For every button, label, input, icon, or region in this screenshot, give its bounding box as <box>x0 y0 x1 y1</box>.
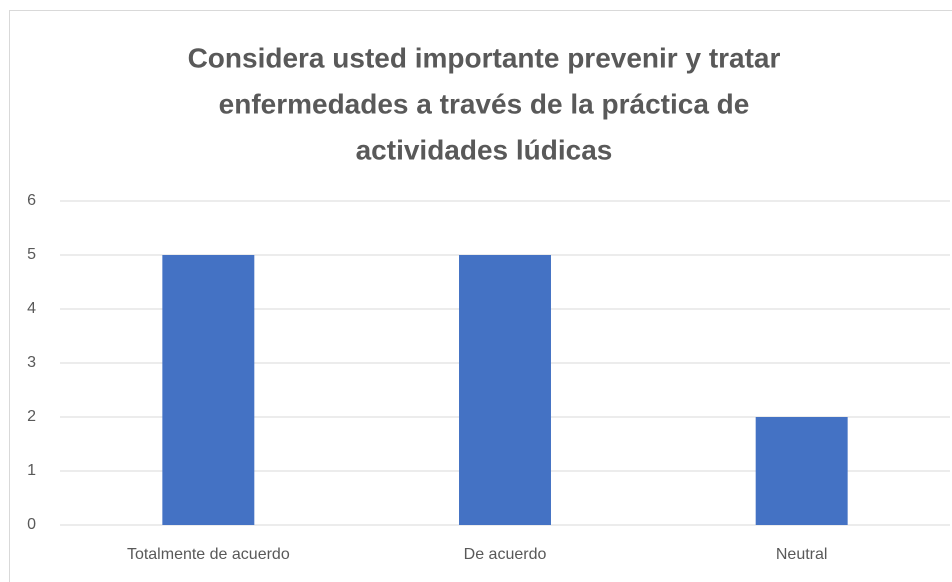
bar <box>459 255 551 525</box>
y-tick-label: 6 <box>27 192 36 209</box>
y-tick-label: 3 <box>27 354 36 371</box>
chart-title: Considera usted importante prevenir y tr… <box>188 42 781 73</box>
bar <box>162 255 255 525</box>
chart-title: actividades lúdicas <box>356 134 613 165</box>
y-tick-label: 0 <box>27 516 36 533</box>
y-tick-label: 4 <box>27 300 36 317</box>
y-tick-label: 2 <box>27 408 36 425</box>
x-tick-label: Totalmente de acuerdo <box>127 546 290 563</box>
y-tick-label: 5 <box>27 246 36 263</box>
x-tick-label: Neutral <box>776 546 828 563</box>
chart-title: enfermedades a través de la práctica de <box>219 88 750 119</box>
x-tick-label: De acuerdo <box>464 546 547 563</box>
y-tick-label: 1 <box>27 462 36 479</box>
bar <box>755 417 848 525</box>
